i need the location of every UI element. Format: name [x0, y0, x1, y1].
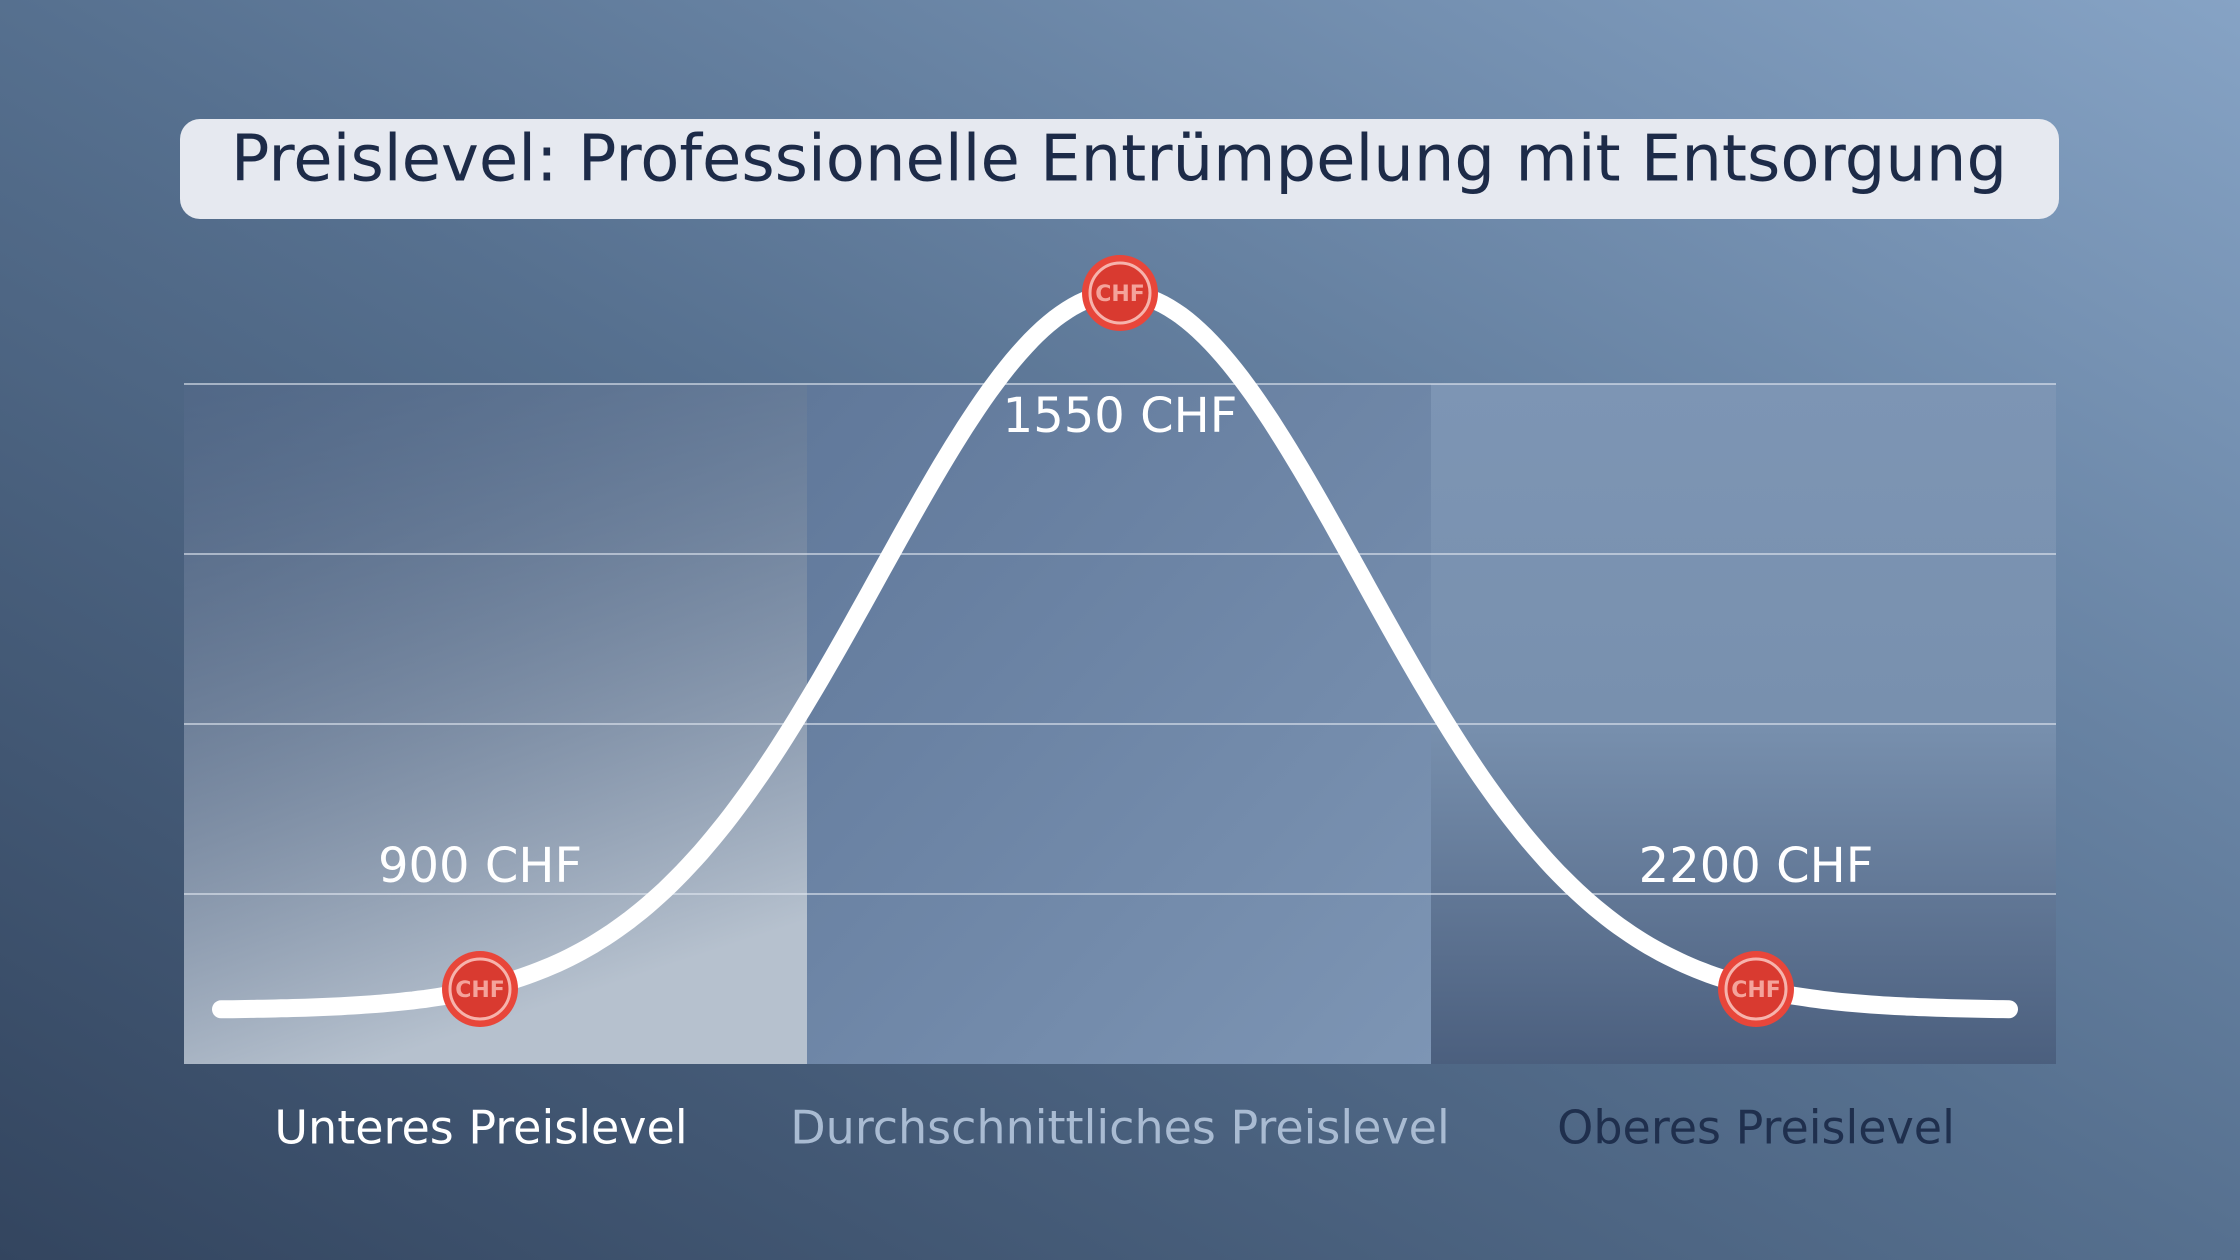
title: Preislevel: Professionelle Entrümpelung …	[231, 123, 2007, 197]
badge-text: CHF	[1095, 282, 1145, 307]
badge-text: CHF	[1731, 978, 1781, 1003]
level-label: Unteres Preislevel	[274, 1101, 687, 1155]
price-label: 2200 CHF	[1639, 838, 1874, 894]
level-label: Oberes Preislevel	[1557, 1101, 1955, 1155]
badge-inner	[448, 957, 512, 1021]
level-label: Durchschnittliches Preislevel	[790, 1101, 1450, 1155]
price-label: 900 CHF	[378, 838, 582, 894]
badge-inner	[1088, 261, 1152, 325]
price-label: 1550 CHF	[1003, 388, 1238, 444]
badge-inner	[1724, 957, 1788, 1021]
badge-text: CHF	[455, 978, 505, 1003]
title-box	[180, 119, 2059, 219]
